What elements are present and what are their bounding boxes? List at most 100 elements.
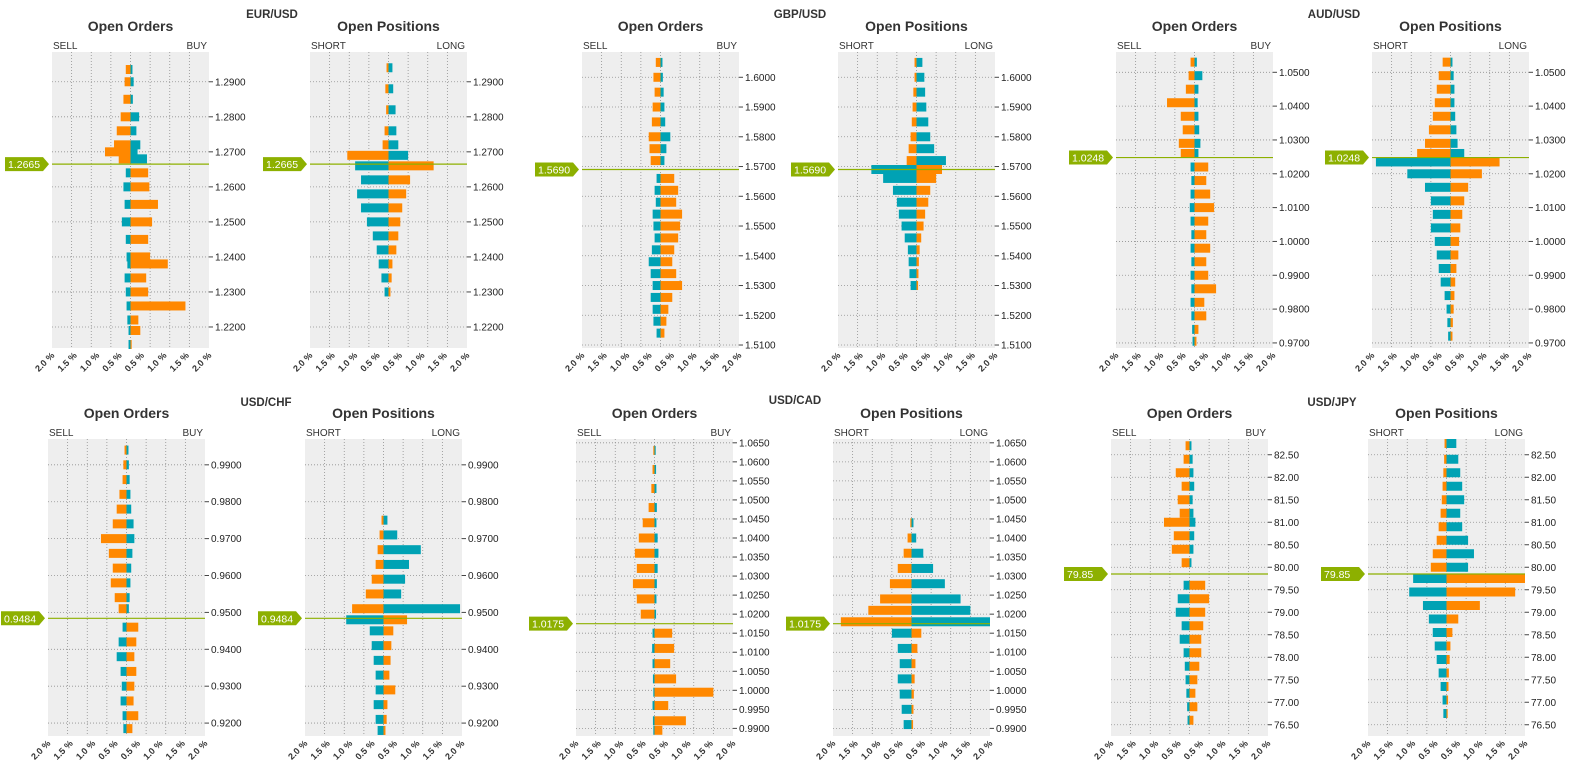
bar-long <box>916 144 935 154</box>
y-tick-label: 1.0300 <box>996 572 1027 583</box>
y-tick-label: 1.5900 <box>745 103 776 114</box>
bar-long <box>1450 209 1463 219</box>
x-tick-label: 1.5 % <box>421 738 444 761</box>
current-price-label: 1.0175 <box>532 619 564 631</box>
bar-buy <box>660 197 677 207</box>
bar-buy <box>130 154 147 164</box>
bar-short <box>1436 535 1447 545</box>
bar-buy <box>1194 98 1198 108</box>
bar-sell <box>124 273 131 283</box>
bar-sell <box>124 77 131 87</box>
bar-buy <box>660 328 665 338</box>
bar-buy <box>1189 594 1210 604</box>
current-price-label: 1.0248 <box>1328 153 1360 165</box>
bar-long <box>1450 291 1455 301</box>
x-tick-label: 2.0 % <box>291 350 314 373</box>
bar-buy <box>130 339 132 349</box>
bar-sell <box>1188 71 1195 81</box>
bar-buy <box>1194 257 1207 267</box>
open-orders-chart: Open Orders SELL BUY 1.0500 1.0400 1.0300 1.02… <box>1069 18 1310 374</box>
bar-buy <box>130 199 158 209</box>
bar-sell <box>638 533 655 543</box>
bar-short <box>1428 125 1451 135</box>
bar-sell <box>114 593 127 603</box>
bar-buy <box>660 221 681 231</box>
bar-sell <box>1191 230 1195 240</box>
y-tick-label: 1.2400 <box>473 252 504 263</box>
y-tick-label: 1.0100 <box>996 648 1027 659</box>
chart-title: Open Positions <box>1399 18 1502 34</box>
bar-long <box>1446 549 1474 559</box>
bar-buy <box>1194 189 1211 199</box>
bar-buy <box>660 144 667 154</box>
bar-long <box>1446 481 1463 491</box>
bar-buy <box>1189 517 1196 527</box>
bar-buy <box>1194 270 1209 280</box>
bar-sell <box>1184 661 1190 671</box>
bar-buy <box>1189 634 1202 644</box>
bar-long <box>383 714 387 724</box>
bar-long <box>1446 695 1449 705</box>
y-tick-label: 0.9500 <box>211 608 242 619</box>
bar-sell <box>1189 203 1195 213</box>
y-tick-label: 82.00 <box>1274 473 1299 484</box>
bar-short <box>384 126 389 136</box>
bar-sell <box>1183 648 1190 658</box>
y-tick-label: 1.2900 <box>473 77 504 88</box>
bar-sell <box>119 489 127 499</box>
x-tick-label: 1.5 % <box>1227 738 1250 761</box>
bar-sell <box>1181 621 1190 631</box>
x-tick-label: 0.5 % <box>353 738 376 761</box>
y-tick-label: 0.9950 <box>739 705 770 716</box>
bar-short <box>382 140 389 150</box>
bar-sell <box>1175 607 1190 617</box>
bar-buy <box>1189 454 1193 464</box>
y-tick-label: 0.9800 <box>1279 305 1310 316</box>
bar-sell <box>1192 336 1195 346</box>
open-orders-chart: Open Orders SELL BUY 1.2900 1.2800 1.2700 1.26… <box>5 18 246 374</box>
bar-sell <box>121 681 127 691</box>
bar-buy <box>654 701 669 711</box>
bar-short <box>386 105 389 115</box>
bar-sell <box>110 578 127 588</box>
x-tick-label: 2.0 % <box>557 738 580 761</box>
bar-buy <box>130 252 151 262</box>
bar-long <box>383 670 390 680</box>
bar-buy <box>130 182 150 192</box>
bar-sell <box>125 168 131 178</box>
bar-buy <box>660 233 679 243</box>
bar-short <box>1434 98 1451 108</box>
bar-short <box>896 197 917 207</box>
bar-short <box>381 515 384 525</box>
currency-pair-label: EUR/USD <box>246 9 298 21</box>
bar-short <box>378 259 389 269</box>
bar-short <box>899 689 912 699</box>
bar-buy <box>126 578 131 588</box>
bar-sell <box>1183 454 1190 464</box>
bar-long <box>916 185 931 195</box>
left-side-label: SELL <box>577 428 602 439</box>
bar-buy <box>1189 621 1204 631</box>
y-tick-label: 77.00 <box>1274 698 1299 709</box>
bar-long <box>388 287 391 297</box>
bar-sell <box>652 628 655 638</box>
bar-buy <box>1189 675 1198 685</box>
bar-sell <box>651 117 661 127</box>
x-tick-label: 2.0 % <box>286 738 309 761</box>
bar-short <box>1442 695 1447 705</box>
bar-sell <box>649 144 661 154</box>
bar-sell <box>120 696 127 706</box>
bar-sell <box>656 173 661 183</box>
x-tick-label: 1.0 % <box>403 350 426 373</box>
bar-long <box>388 245 397 255</box>
bar-buy <box>1189 648 1202 658</box>
bar-buy <box>1189 441 1192 451</box>
bar-buy <box>660 281 683 291</box>
bar-long <box>916 281 919 291</box>
bar-sell <box>656 328 661 338</box>
y-tick-label: 77.50 <box>1274 675 1299 686</box>
bar-buy <box>654 518 657 528</box>
bar-long <box>383 559 410 569</box>
bar-buy <box>654 484 657 493</box>
bar-buy <box>1194 71 1203 81</box>
